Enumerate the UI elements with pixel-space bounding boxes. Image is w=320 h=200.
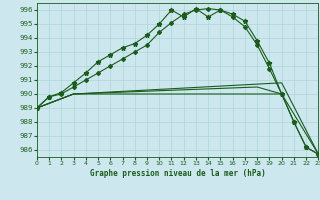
X-axis label: Graphe pression niveau de la mer (hPa): Graphe pression niveau de la mer (hPa): [90, 169, 266, 178]
